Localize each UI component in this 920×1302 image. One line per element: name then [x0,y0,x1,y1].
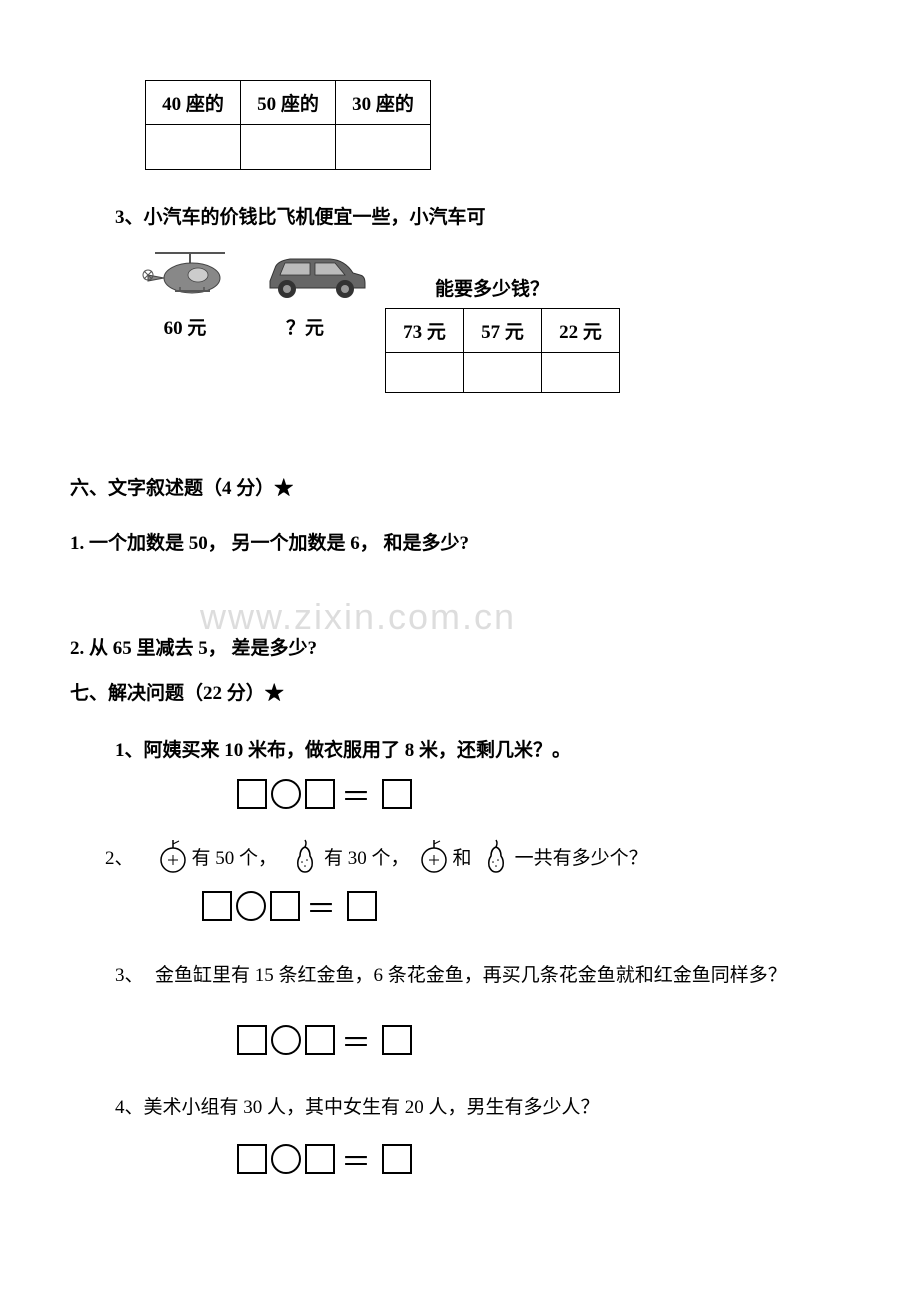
car-icon [255,243,375,303]
table2-h1: 73 元 [386,309,464,353]
table1-c3 [336,125,431,170]
watermark: www.zixin.com.cn [200,596,516,638]
table1-h3: 30 座的 [336,81,431,125]
q7-2-part3: 和 [453,843,472,870]
section6-title: 六、文字叙述题（4 分）★ [70,473,850,500]
helicopter-icon [140,243,250,303]
pear-icon-2 [480,838,512,874]
table1-c2 [241,125,336,170]
table2-h3: 22 元 [542,309,620,353]
equation-2: ＝ [200,884,850,928]
apple-icon-2 [418,838,450,874]
q7-2-num: 2、 [105,843,134,870]
table2-c3 [542,353,620,393]
seat-table: 40 座的 50 座的 30 座的 [145,80,431,170]
q3-text-line2: 能要多少钱？ [435,274,549,301]
table1-h2: 50 座的 [241,81,336,125]
apple-icon-1 [157,838,189,874]
table1-h1: 40 座的 [146,81,241,125]
q7-1: 1、阿姨买来 10 米布，做衣服用了 8 米，还剩几米？。 [115,735,850,762]
table1-c1 [146,125,241,170]
equation-4: ＝ [235,1137,850,1181]
car-price: ？元 [245,313,365,393]
q7-2-part1: 有 50 个， [192,843,278,870]
images-row: 能要多少钱？ [140,243,620,303]
q7-4: 4、美术小组有 30 人，其中女生有 20 人，男生有多少人？ [115,1092,850,1119]
q7-3-text: 金鱼缸里有 15 条红金鱼，6 条花金鱼，再买几条花金鱼就和红金鱼同样多？ [155,958,795,994]
q6-1: 1. 一个加数是 50， 另一个加数是 6， 和是多少? [70,528,850,555]
equation-3: ＝ [235,1018,850,1062]
section7-title: 七、解决问题（22 分）★ [70,678,850,705]
heli-price: 60 元 [130,313,240,393]
table2-c2 [464,353,542,393]
table2-h2: 57 元 [464,309,542,353]
q7-2-part4: 一共有多少个？ [515,843,648,870]
pear-icon-1 [289,838,321,874]
q3-text-line1: 3、小汽车的价钱比飞机便宜一些，小汽车可 [115,202,850,229]
q7-3-num: 3、 [115,958,155,994]
table2-c1 [386,353,464,393]
q7-2: 2、 有 50 个， 有 30 个， 和 [105,838,850,874]
price-row: 60 元 ？元 73 元 57 元 22 元 [130,313,620,393]
equation-1: ＝ [235,772,850,816]
price-table: 73 元 57 元 22 元 [385,308,620,393]
q7-3: 3、金鱼缸里有 15 条红金鱼，6 条花金鱼，再买几条花金鱼就和红金鱼同样多？ [115,958,850,994]
q7-2-part2: 有 30 个， [324,843,410,870]
